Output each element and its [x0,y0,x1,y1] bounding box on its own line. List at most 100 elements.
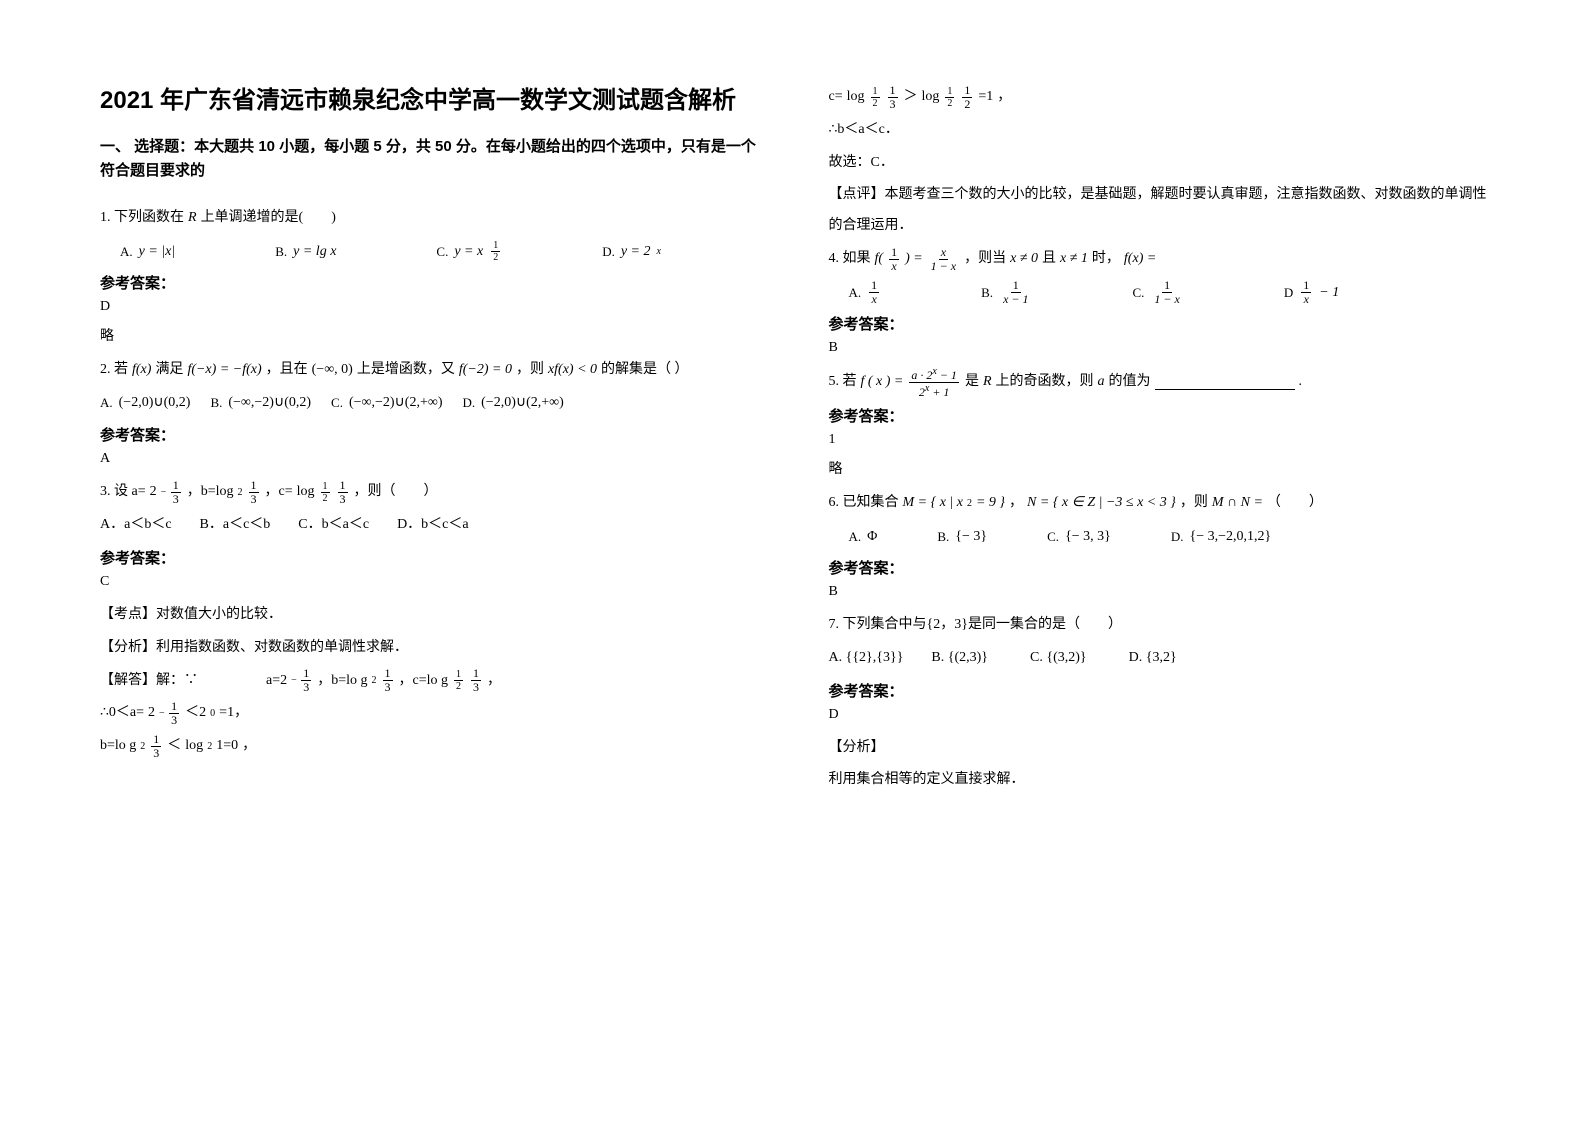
left-column: 2021 年广东省清远市赖泉纪念中学高一数学文测试题含解析 一、 选择题：本大题… [100,80,799,798]
q3-b-arg-d: 3 [249,493,259,506]
q5-ans-label: 参考答案： [829,405,1498,426]
q3-c-arg-n: 1 [338,479,348,493]
q3-la-2: ＜2 [185,698,206,729]
q3-sv-b-arg: 13 [383,667,393,694]
q4-c2: x ≠ 1 [1060,244,1088,275]
q7-stem: 7. 下列集合中与{2，3}是同一集合的是（ ） [829,610,1498,641]
q1-stem-var: R [188,203,197,234]
q3-lb-3a: log [185,731,203,762]
q2-fx: f(x) [132,355,151,386]
q4-a-d: x [869,293,878,306]
q3-sv-c-an: 1 [471,667,481,681]
q2-b-label: B. [210,389,222,418]
q1-stem-suffix: 上单调递增的是( ) [201,203,336,234]
q4-c-frac: 11 − x [1152,279,1181,306]
q3-sv-b-n: 1 [383,667,393,681]
q4-b-lbl: B. [981,280,993,306]
q2-stem: 2. 若 f(x) 满足 f(−x) = −f(x) ，且在 (−∞, 0) 上… [100,355,769,386]
q3-sv-c-base: 12 [454,669,463,692]
q6-opt-b: B.{− 3} [937,523,987,551]
q2-f: 的解集是（ ） [601,355,689,386]
q2-b: 满足 [155,355,183,386]
q5-nt: − 1 [937,368,957,382]
q3r-therefore: ∴b＜a＜c． [829,115,1498,146]
q3-sv-a-neg: − [291,675,297,686]
q3-line-b: b=lo g2 13 ＜ log21=0 ， [100,731,769,762]
q3-a-exp: − 13 [161,479,183,506]
q5-na: a · 2 [911,368,932,382]
q5-brief: 略 [829,458,1498,478]
q3-options: A．a＜b＜c B．a＜c＜b C．b＜a＜c D．b＜c＜a [100,510,769,541]
q4-arg: 1x [889,246,899,273]
q6-stem: 6. 已知集合 M = { x | x2 = 9 } ， N = { x ∈ Z… [829,488,1498,519]
section-description: 一、 选择题：本大题共 10 小题，每小题 5 分，共 50 分。在每小题给出的… [100,135,769,183]
q3r-c1: c= [829,82,843,113]
q4-a-lbl: A. [849,280,862,306]
q4-arg-n: 1 [889,246,899,260]
q6-b: ，则 [1180,488,1208,519]
q3-lb-n: 1 [151,733,161,747]
q5-num: a · 2x − 1 [909,366,959,383]
q4-rhs: x1 − x [929,246,958,273]
q4-d-lbl: D [1284,280,1293,306]
q6-a-lbl: A. [849,524,862,550]
q4-a-frac: 1x [869,279,879,306]
q6-sep: ， [1009,488,1023,519]
q3-sv-b: ，b=lo g [317,666,367,697]
q3-sv-c: ，c=lo g [399,666,449,697]
q3-c-base: 12 [321,481,330,504]
q3-lb-2: ＜ [167,731,181,762]
q2-opt-b: B.(−∞,−2)∪(0,2) [210,388,311,419]
q4-rhs-n: x [939,246,948,260]
q7-analysis-label: 【分析】 [829,733,1498,764]
q3-solve-label: 【解答】解：∵ [100,666,198,697]
q2-opt-d: D.(−2,0)∪(2,+∞) [463,388,564,419]
exam-title: 2021 年广东省清远市赖泉纪念中学高一数学文测试题含解析 [100,80,769,115]
q4-d: 时， [1092,244,1120,275]
q5-dt: + 1 [929,385,949,399]
q3r-c-an: 1 [888,84,898,98]
q4-d-n: 1 [1301,279,1311,293]
q6-b-m: {− 3} [955,523,987,551]
q2-eq1: f(−x) = −f(x) [187,355,261,386]
q4-b: ，则当 [964,244,1006,275]
q1-stem: 1. 下列函数在 R 上单调递增的是( ) [100,203,769,234]
q3-sv-a-d: 3 [301,681,311,694]
q4-d-d: x [1302,293,1311,306]
q4-ans-label: 参考答案： [829,313,1498,334]
q3r-c-an2: 1 [962,84,972,98]
q4-a-n: 1 [869,279,879,293]
q6-d-m: {− 3,−2,0,1,2} [1190,523,1272,551]
q1-opt-a: A. y = |x| [120,238,175,266]
q3-lb-1: b=lo g [100,731,136,762]
q3-c-arg: 13 [338,479,348,506]
q2-opt-a: A.(−2,0)∪(0,2) [100,388,190,419]
q3-ans-label: 参考答案： [100,547,769,568]
q4-b-frac: 1x − 1 [1001,279,1030,306]
q3r-comment: 【点评】本题考查三个数的大小的比较，是基础题，解题时要认真审题，注意指数函数、对… [829,180,1498,242]
q3-b-base: 2 [238,482,243,504]
right-column: c= log 12 13 ＞ log 12 12 =1 ， ∴b＜a＜c． 故选… [799,80,1498,798]
q3-la-d: 3 [169,714,179,727]
q3r-line-c: c= log 12 13 ＞ log 12 12 =1 ， [829,82,1498,113]
q4-c-d: 1 − x [1152,293,1181,306]
q6-M: M = { x | x [903,488,963,519]
q5-avar: a [1098,367,1105,398]
q3r-c-bn2: 1 [945,86,954,98]
q2-ans-label: 参考答案： [100,424,769,445]
q3-a: 3. 设 a= [100,477,146,508]
q5-period: . [1299,367,1303,398]
q1-c-exp-den: 2 [491,252,500,263]
q7-ans-label: 参考答案： [829,680,1498,701]
q6-c-lbl: C. [1047,524,1059,550]
q1-b-math: y = lg x [293,238,336,266]
q4-d-tail: − 1 [1319,279,1339,307]
q3r-so: 故选：C． [829,148,1498,179]
q3-la-n: 1 [169,700,179,714]
q2-eq2: f(−2) = 0 [459,355,512,386]
q3r-c-ad: 3 [888,98,898,111]
q3r-c-arg2: 12 [962,84,972,111]
q3-line-a: ∴0＜a= 2 − 13 ＜20 =1， [100,698,769,729]
q1-brief: 略 [100,325,769,345]
q3-sv-a-exp: − 13 [291,667,313,694]
